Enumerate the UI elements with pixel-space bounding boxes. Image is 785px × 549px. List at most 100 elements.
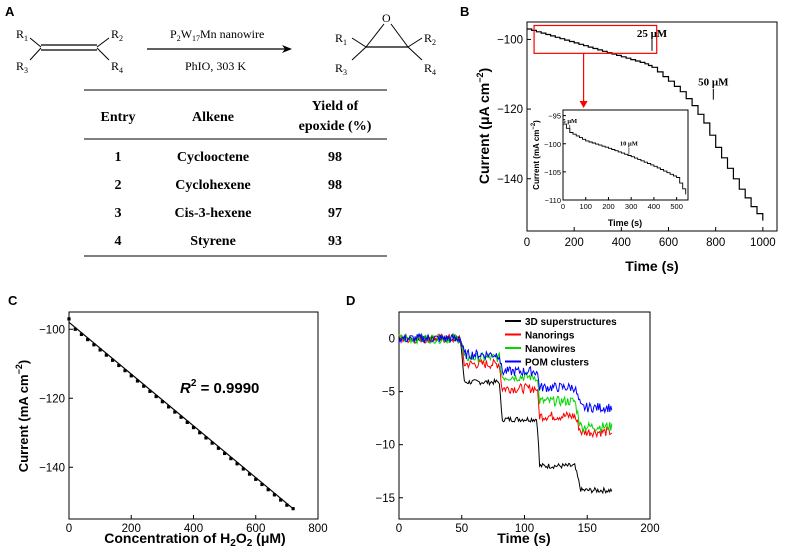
panel-b: B 0 200 400 600 800 1000−100−120−140 25 μM50 … — [460, 4, 778, 274]
x-tick-label: 0 — [561, 202, 565, 211]
inset-annotations: 5 μM 10 μM — [562, 118, 638, 155]
bond-r1 — [29, 37, 42, 48]
x-tick-label: 200 — [640, 523, 659, 535]
data-point — [204, 436, 208, 440]
y-tick-label: −120 — [497, 104, 523, 116]
panel-b-frame — [526, 21, 778, 232]
data-point — [86, 338, 90, 342]
data-point — [291, 507, 295, 511]
panel-c-label: C — [8, 293, 18, 308]
reactant-r1: R1 — [16, 27, 28, 43]
data-point — [179, 415, 183, 419]
table-cell-entry: 2 — [115, 178, 122, 193]
data-point — [98, 348, 102, 352]
inset-annotation-label: 10 μM — [620, 140, 638, 147]
data-point — [235, 462, 239, 466]
catalyst-label: P2W17Mn nanowire — [170, 27, 264, 43]
bond-r2 — [96, 37, 110, 48]
table-row: 3 Cis-3-hexene 97 — [115, 206, 343, 221]
x-tick-label: 100 — [579, 202, 592, 211]
table-cell-alkene: Styrene — [190, 234, 236, 249]
data-point — [160, 400, 164, 404]
data-point — [198, 431, 202, 435]
data-point — [110, 358, 115, 362]
product-r3: R3 — [335, 61, 347, 77]
series-line — [398, 332, 613, 439]
table-header-alkene: Alkene — [192, 110, 234, 125]
x-tick-label: 200 — [122, 523, 141, 535]
y-tick-label: −100 — [544, 140, 561, 149]
data-point — [142, 384, 146, 388]
data-point — [191, 425, 196, 430]
data-point — [148, 389, 152, 393]
panel-b-annotations: 25 μM 50 μM — [637, 28, 729, 100]
data-point — [229, 457, 233, 461]
data-point — [92, 343, 96, 347]
data-point — [185, 420, 189, 424]
y-tick-label: −140 — [39, 462, 65, 474]
x-tick-label: 150 — [578, 523, 597, 535]
table-cell-entry: 4 — [115, 234, 122, 249]
reactant-r2: R2 — [111, 27, 123, 43]
data-point — [266, 488, 270, 492]
series-line — [398, 332, 613, 434]
reaction-arrow: P2W17Mn nanowire PhIO, 303 K — [147, 27, 292, 73]
table-header-entry: Entry — [101, 110, 136, 125]
yield-table: Entry Alkene Yield of epoxide (%) 1 Cycl… — [84, 89, 387, 257]
table-row: 2 Cyclohexene 98 — [115, 178, 343, 193]
panel-c-r2-label: R2 = 0.9990 — [180, 378, 259, 397]
product-r2: R2 — [424, 31, 436, 47]
bond-r3 — [29, 47, 42, 61]
data-point — [210, 441, 214, 445]
y-tick-label: −95 — [548, 112, 561, 121]
table-cell-yield: 97 — [328, 206, 342, 221]
panel-c-frame — [68, 311, 319, 520]
series-line — [398, 334, 613, 495]
y-tick-label: −110 — [545, 196, 561, 205]
panel-b-xlabel: Time (s) — [625, 258, 678, 274]
panel-c-axis-ticks: 0 200 400 600 800 −100 −120 −140 — [39, 324, 328, 535]
product-epoxide: O R1 R3 R2 R4 — [335, 11, 436, 77]
data-point — [117, 363, 121, 368]
y-tick-label: 0 — [389, 334, 395, 346]
reactant-alkene: R1 R3 R2 R4 — [16, 27, 123, 75]
product-r1: R1 — [335, 31, 347, 47]
table-cell-yield: 98 — [328, 178, 342, 193]
panel-d-label: D — [346, 293, 355, 308]
y-tick-label: −105 — [544, 168, 561, 177]
panel-b-highlight-box — [533, 24, 658, 54]
x-tick-label: 500 — [670, 202, 683, 211]
panel-c-xlabel: Concentration of H2O2 (μM) — [104, 530, 285, 549]
product-bond-r4 — [407, 46, 423, 61]
panel-d-series — [398, 332, 613, 495]
panel-a-label: A — [5, 4, 15, 19]
arrow-head-icon — [282, 45, 292, 53]
panel-d-xlabel: Time (s) — [497, 530, 550, 546]
panel-c-points — [67, 317, 295, 511]
y-tick-label: −100 — [39, 324, 65, 336]
table-cell-entry: 3 — [115, 206, 122, 221]
x-tick-label: 100 — [515, 523, 534, 535]
x-tick-label: 0 — [396, 523, 402, 535]
y-tick-label: −100 — [497, 34, 523, 46]
epoxide-oxygen: O — [382, 11, 391, 25]
table-header-yield-1: Yield of — [312, 99, 359, 114]
panel-d-legend: 3D superstructures Nanorings Nanowires POM … — [505, 317, 617, 369]
panel-d-axis-ticks: 0 50 100 150 200 0 −5 −10 −15 — [375, 334, 659, 535]
panel-b-inset: 0 100 200 300 400 500 −95 −100 −105 −110 5 μM 10 μ… — [531, 109, 689, 228]
panel-b-ylabel: Current (μA cm−2) — [475, 68, 492, 184]
data-point — [73, 327, 77, 331]
inset-series-line — [562, 123, 687, 195]
annotation-label: 25 μM — [637, 28, 668, 40]
data-point — [241, 467, 245, 471]
epoxide-co-bond-left — [365, 23, 385, 48]
x-tick-label: 200 — [602, 202, 615, 211]
data-point — [254, 477, 258, 481]
epoxide-co-bond-right — [390, 23, 409, 48]
legend-label: Nanowires — [525, 344, 576, 355]
data-point — [223, 451, 227, 456]
annotation-label: 50 μM — [698, 77, 729, 89]
data-point — [79, 332, 84, 337]
data-point — [123, 369, 127, 373]
